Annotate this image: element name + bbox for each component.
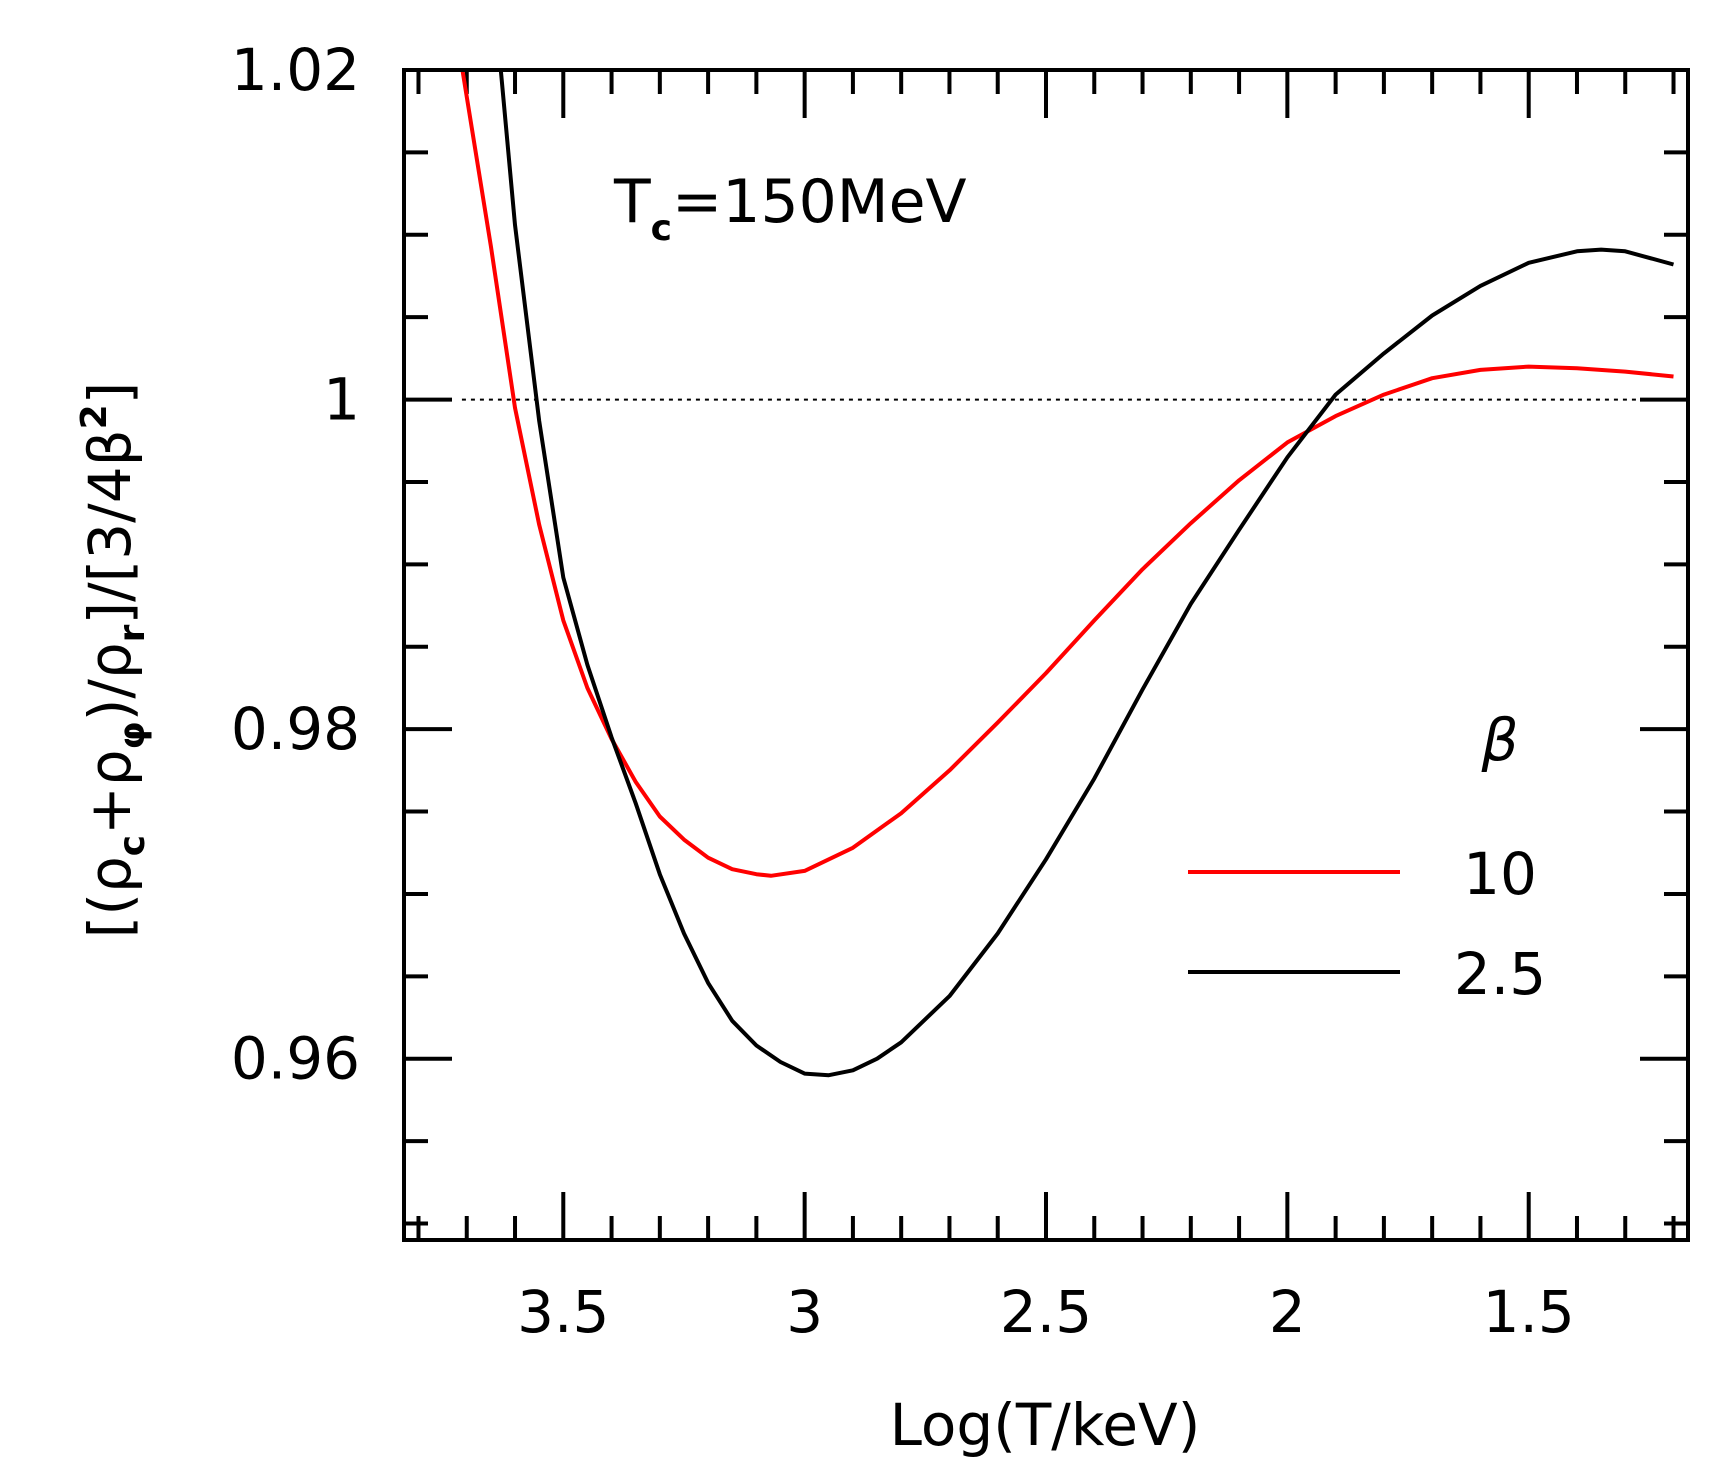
- x-tick-label: 2: [1269, 1278, 1306, 1346]
- legend: β 10 2.5: [1188, 706, 1546, 1008]
- legend-label-10: 10: [1463, 840, 1537, 908]
- x-tick-label: 2.5: [1000, 1278, 1092, 1346]
- tick-labels: 3.5 3 2.5 2 1.5 0.96 0.98 1 1.02: [231, 36, 1575, 1346]
- annotation-tc: Tc=150MeV: [613, 167, 967, 249]
- y-tick-label: 0.96: [231, 1025, 360, 1093]
- x-tick-label: 1.5: [1483, 1278, 1575, 1346]
- legend-label-2.5: 2.5: [1454, 940, 1546, 1008]
- legend-title: β: [1480, 706, 1518, 774]
- y-axis-title: [(ρc+ρφ)/ρr]/[3/4β2]: [74, 382, 153, 939]
- x-axis-title: Log(T/keV): [890, 1391, 1201, 1459]
- y-tick-label: 1.02: [231, 36, 360, 104]
- series-line-beta-10: [460, 70, 1674, 878]
- x-tick-label: 3.5: [517, 1278, 609, 1346]
- series-line-beta-2.5: [498, 70, 1675, 1078]
- x-tick-label: 3: [786, 1278, 823, 1346]
- plot-frame: [402, 68, 1690, 1242]
- axis-ticks: [404, 68, 1688, 1240]
- y-tick-label: 0.98: [231, 695, 360, 763]
- y-tick-label: 1: [323, 366, 360, 434]
- series-lines: [460, 70, 1675, 1078]
